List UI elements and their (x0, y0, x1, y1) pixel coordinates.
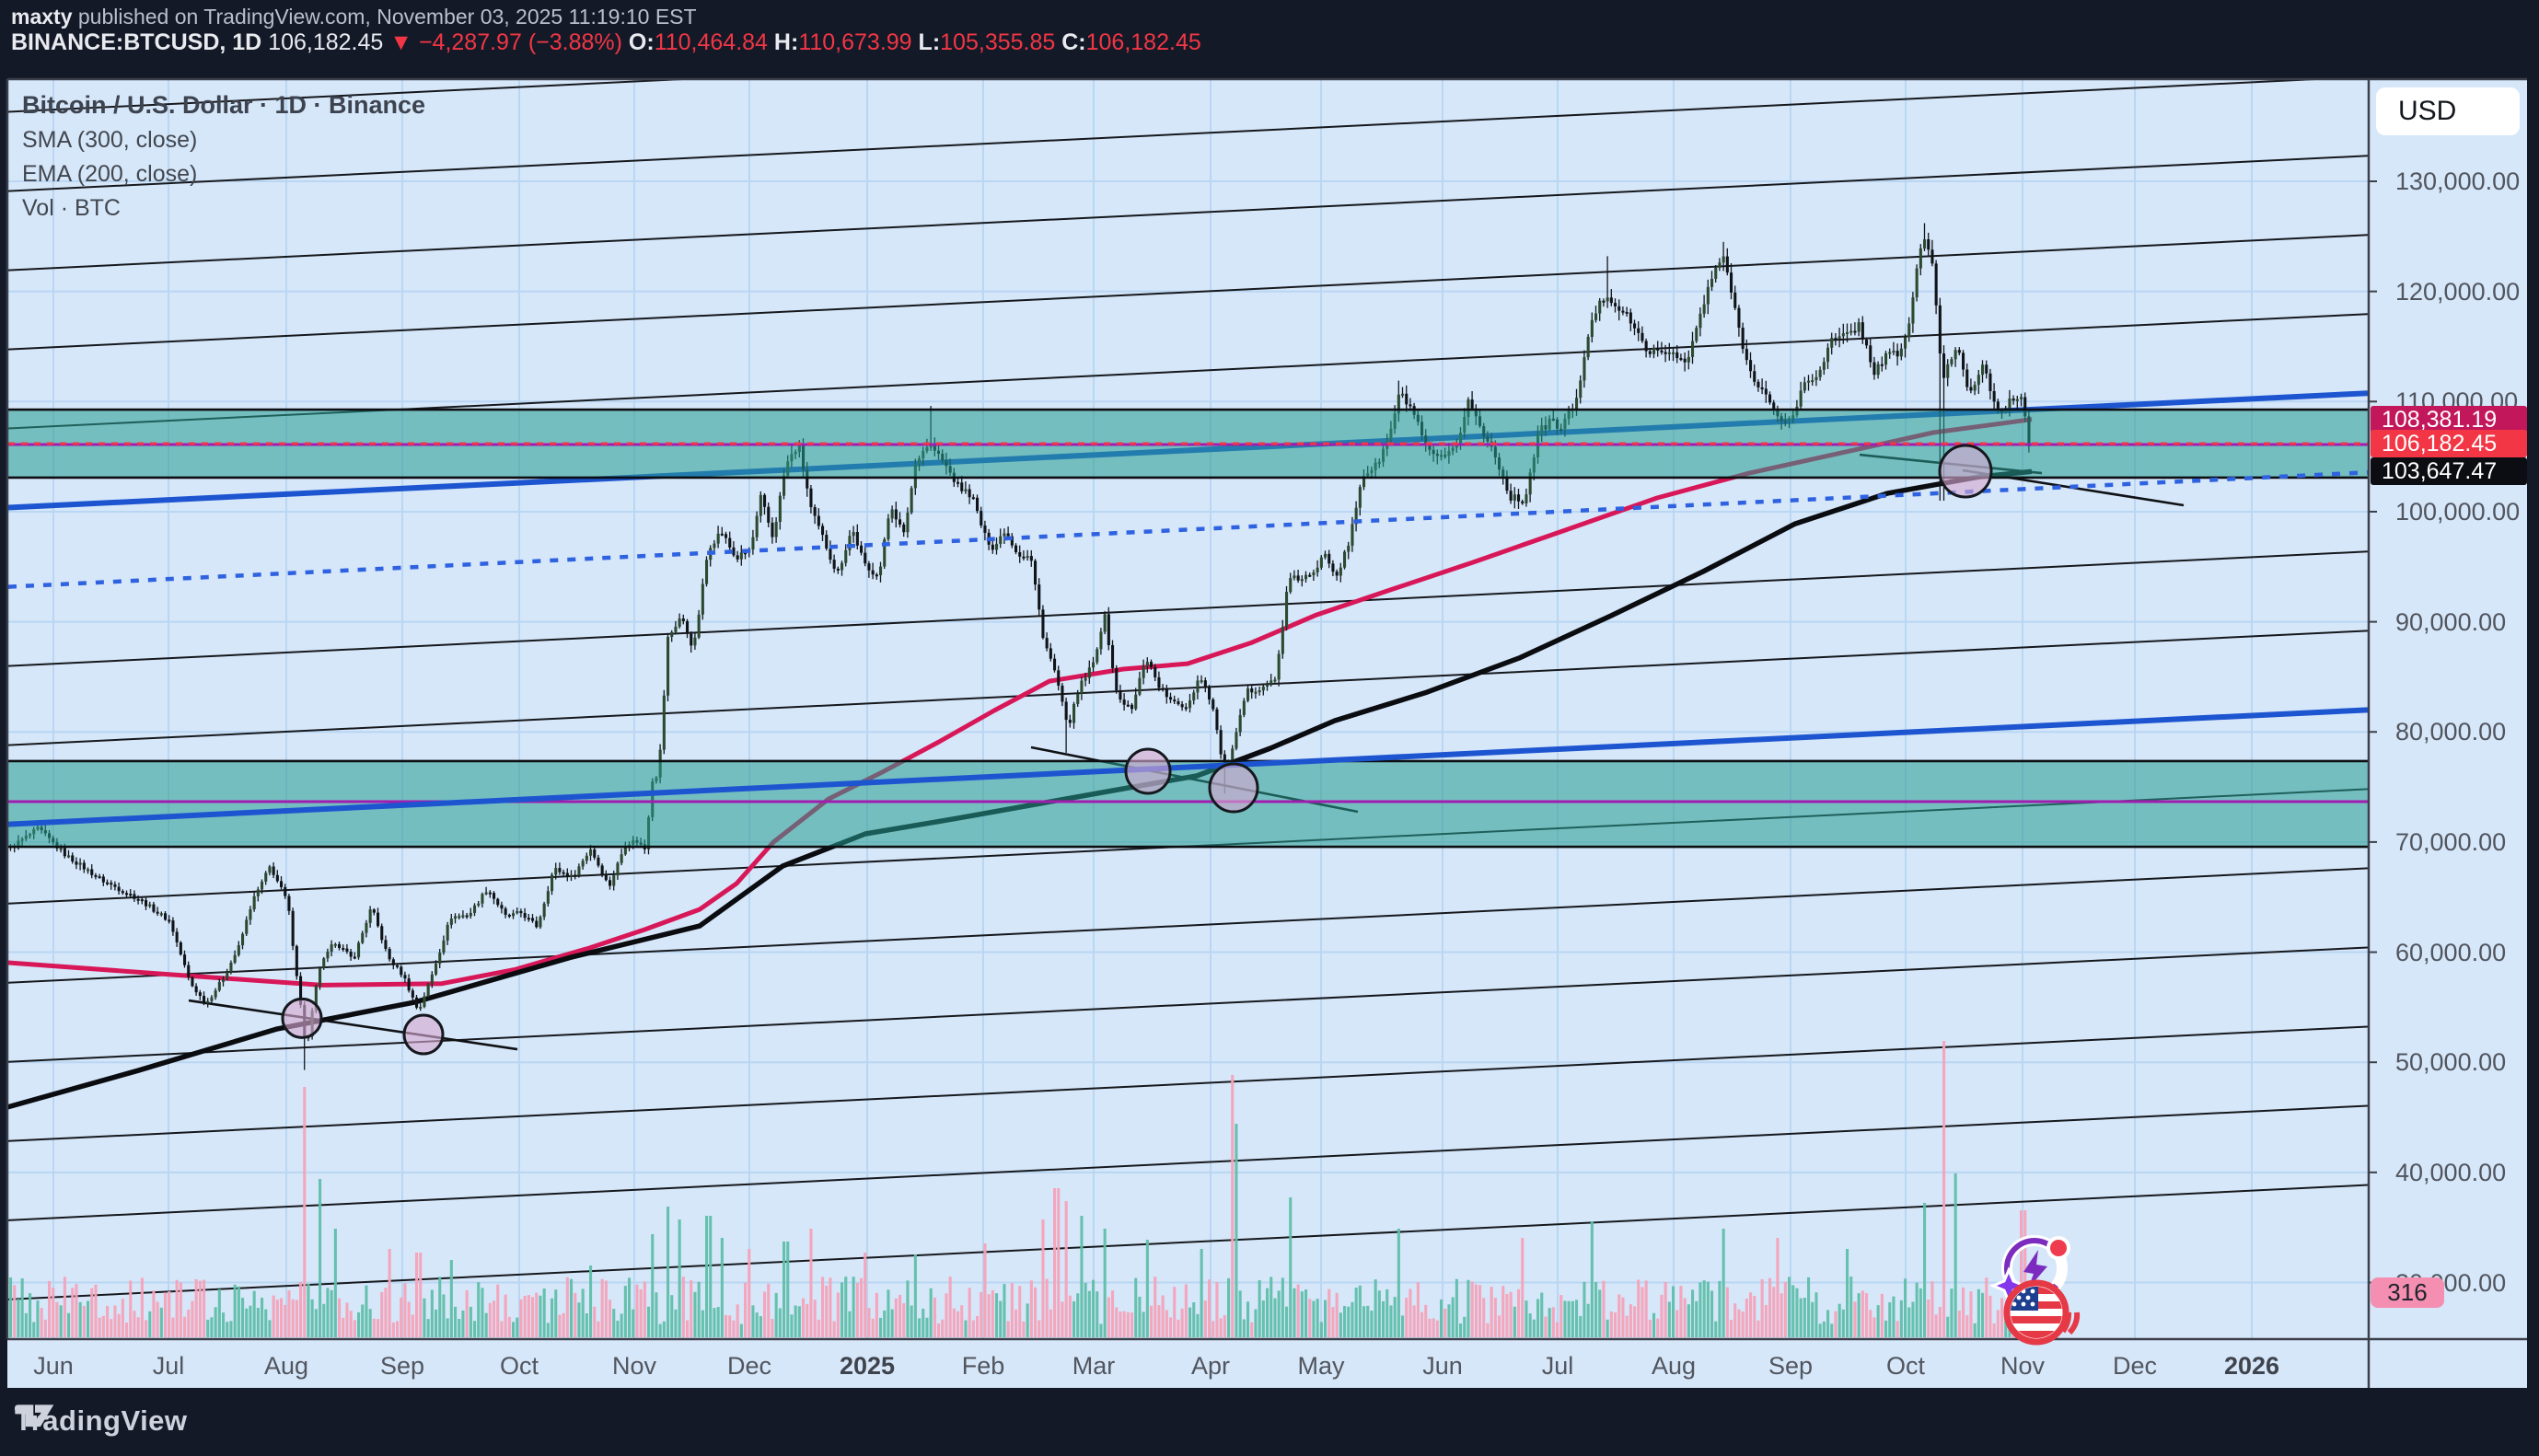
price-tick-label: 70,000.00 (2395, 827, 2507, 856)
price-level-badge: 103,647.47 (2371, 457, 2527, 486)
time-tick-label: May (1297, 1352, 1345, 1380)
price-tick-label: 100,000.00 (2395, 497, 2521, 526)
time-tick-label: Aug (263, 1352, 309, 1380)
price-level-badge: 106,182.45 (2371, 429, 2527, 457)
low-value: 105,355.85 (940, 29, 1056, 55)
currency-usd-button[interactable]: USD (2376, 87, 2520, 135)
volume-badge: 316 (2371, 1277, 2444, 1308)
high-value: 110,673.99 (798, 29, 912, 55)
time-tick-label: Nov (2000, 1352, 2045, 1380)
close-value: 106,182.45 (1085, 29, 1201, 55)
price-level-badge: 108,381.19 (2371, 405, 2527, 433)
time-tick-label: Sep (1768, 1352, 1814, 1380)
symbol-label: BINANCE:BTCUSD, 1D (11, 29, 262, 55)
low-label: L: (918, 29, 941, 55)
time-tick-label: Mar (1072, 1352, 1116, 1380)
legend-symbol-title[interactable]: Bitcoin / U.S. Dollar · 1D · Binance (22, 91, 426, 119)
us-flag-coin-icon (2003, 1279, 2081, 1346)
time-tick-label: Jul (152, 1352, 185, 1380)
symbol-ohlc-line: BINANCE:BTCUSD, 1D 106,182.45 ▼ −4,287.9… (11, 29, 1201, 56)
time-tick-label: 2025 (839, 1352, 896, 1380)
time-tick-label: Dec (726, 1352, 771, 1380)
time-tick-label: Jul (1541, 1352, 1574, 1380)
price-tick-label: 120,000.00 (2395, 277, 2521, 306)
time-tick-label: Oct (499, 1352, 539, 1380)
time-tick-label: Jun (33, 1352, 74, 1380)
attribution-line: maxty published on TradingView.com, Nove… (11, 5, 697, 29)
time-tick-label: Jun (1422, 1352, 1463, 1380)
time-tick-label: 2026 (2223, 1352, 2280, 1380)
high-label: H: (773, 29, 799, 55)
time-tick-label: Feb (961, 1352, 1005, 1380)
legend-volume[interactable]: Vol · BTC (22, 195, 121, 221)
footer: TradingView (15, 1404, 188, 1438)
price-tick-label: 80,000.00 (2395, 718, 2507, 746)
last-price: 106,182.45 (268, 29, 384, 55)
time-tick-label: Oct (1885, 1352, 1925, 1380)
legend-ema[interactable]: EMA (200, close) (22, 161, 198, 187)
author-name: maxty (11, 5, 73, 29)
close-label: C: (1061, 29, 1086, 55)
time-tick-label: Apr (1190, 1352, 1231, 1380)
open-value: 110,464.84 (654, 29, 768, 55)
legend-sma[interactable]: SMA (300, close) (22, 127, 198, 153)
open-label: O: (628, 29, 655, 55)
price-tick-label: 60,000.00 (2395, 938, 2507, 966)
time-tick-label: Sep (379, 1352, 425, 1380)
chart-legend: Bitcoin / U.S. Dollar · 1D · Binance SMA… (22, 87, 425, 225)
time-tick-label: Dec (2112, 1352, 2157, 1380)
price-tick-label: 90,000.00 (2395, 607, 2507, 636)
price-tick-label: 40,000.00 (2395, 1158, 2507, 1186)
time-tick-label: Aug (1651, 1352, 1697, 1380)
attribution-text: published on TradingView.com, November 0… (72, 5, 697, 29)
price-change: ▼ −4,287.97 (−3.88%) (389, 29, 622, 55)
price-tick-label: 130,000.00 (2395, 168, 2521, 195)
time-tick-label: Nov (611, 1352, 656, 1380)
tradingview-logo-icon[interactable] (15, 1404, 55, 1439)
price-tick-label: 50,000.00 (2395, 1048, 2507, 1077)
